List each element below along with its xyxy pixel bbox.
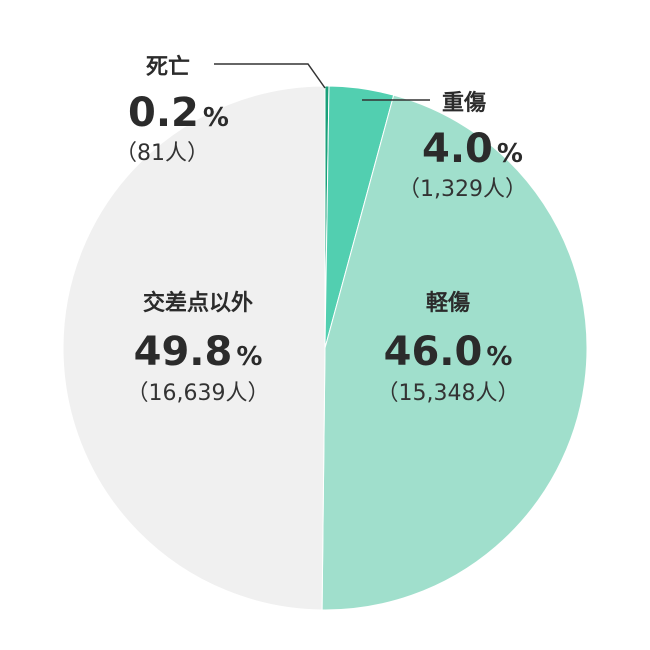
slice-label-death: 死亡 xyxy=(146,54,190,80)
slice-count-death: （81人） xyxy=(115,141,209,166)
pie-slices xyxy=(62,85,588,611)
slice-percent-serious-injury: 4.0% xyxy=(422,126,523,172)
slice-percent-death: 0.2% xyxy=(128,90,229,136)
slice-count-serious-injury: （1,329人） xyxy=(398,177,527,202)
pie-slice-minor-injury xyxy=(321,94,588,611)
slice-label-non-intersection: 交差点以外 xyxy=(143,290,253,316)
slice-count-non-intersection: （16,639人） xyxy=(127,381,270,406)
slice-percent-non-intersection: 49.8% xyxy=(134,329,263,375)
leader-line-death xyxy=(214,63,326,89)
slice-label-serious-injury: 重傷 xyxy=(442,90,486,116)
slice-count-minor-injury: （15,348人） xyxy=(377,381,520,406)
slice-label-minor-injury: 軽傷 xyxy=(426,290,470,316)
pie-slice-non-intersection xyxy=(62,85,326,611)
slice-percent-minor-injury: 46.0% xyxy=(384,329,513,375)
